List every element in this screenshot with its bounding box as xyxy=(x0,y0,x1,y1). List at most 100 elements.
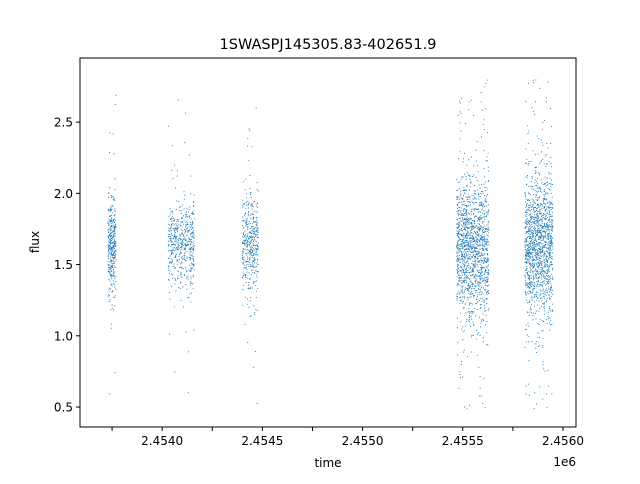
data-point xyxy=(107,235,109,237)
data-point xyxy=(466,185,468,187)
data-point xyxy=(191,255,193,257)
data-point xyxy=(113,230,115,232)
data-point xyxy=(461,292,463,294)
data-point xyxy=(249,130,251,132)
data-point xyxy=(483,259,485,261)
data-point xyxy=(530,236,532,238)
data-point xyxy=(527,221,529,224)
data-point xyxy=(547,286,550,288)
data-point xyxy=(467,226,469,228)
data-point xyxy=(171,210,173,212)
data-point xyxy=(249,236,251,238)
data-point xyxy=(175,238,177,240)
data-point xyxy=(110,252,112,254)
data-point xyxy=(541,215,543,217)
data-point xyxy=(177,275,179,277)
data-point xyxy=(191,235,194,237)
data-point xyxy=(186,235,188,237)
data-point xyxy=(257,254,259,256)
data-point xyxy=(543,259,545,261)
data-point xyxy=(462,251,464,253)
data-point xyxy=(546,274,548,277)
data-point xyxy=(109,227,111,229)
data-point xyxy=(253,201,255,203)
data-point xyxy=(183,199,185,201)
data-point xyxy=(531,224,533,226)
data-point xyxy=(484,267,486,269)
data-point xyxy=(184,240,186,242)
data-point xyxy=(484,198,486,200)
data-point xyxy=(530,243,532,245)
data-point xyxy=(185,211,187,213)
data-point xyxy=(532,230,534,232)
data-point xyxy=(108,268,110,270)
data-point xyxy=(108,264,110,266)
data-point xyxy=(536,283,538,286)
data-point xyxy=(544,235,546,237)
data-point xyxy=(538,236,540,238)
data-point xyxy=(168,216,170,218)
data-point xyxy=(176,259,178,261)
data-point xyxy=(467,229,469,231)
data-point xyxy=(461,285,463,287)
data-point xyxy=(115,259,117,261)
data-point xyxy=(108,294,111,296)
data-point xyxy=(550,163,552,165)
data-point xyxy=(547,269,549,271)
data-point xyxy=(183,208,185,210)
data-point xyxy=(465,230,467,232)
data-point xyxy=(550,292,552,294)
data-point xyxy=(537,252,539,254)
data-point xyxy=(534,185,536,187)
data-point xyxy=(480,203,482,205)
data-point xyxy=(534,250,536,252)
data-point xyxy=(548,258,550,260)
data-point xyxy=(108,210,110,212)
data-point xyxy=(537,332,539,334)
data-point xyxy=(114,208,116,210)
data-point xyxy=(469,278,471,280)
data-point xyxy=(188,231,190,233)
data-point xyxy=(477,219,479,221)
data-point xyxy=(537,345,539,348)
data-point xyxy=(170,212,172,214)
data-point xyxy=(176,200,178,202)
data-point xyxy=(193,329,195,331)
data-point xyxy=(251,262,253,264)
data-point xyxy=(470,231,472,233)
data-point xyxy=(471,208,473,210)
data-point xyxy=(178,237,180,239)
data-point xyxy=(109,245,111,247)
data-point xyxy=(463,272,465,274)
data-point xyxy=(110,283,112,285)
data-point xyxy=(180,266,183,268)
data-point xyxy=(479,240,481,242)
data-point xyxy=(537,229,539,232)
data-point xyxy=(487,226,489,228)
data-point xyxy=(528,244,530,246)
data-point xyxy=(469,223,471,225)
data-point xyxy=(467,284,469,286)
data-point xyxy=(472,260,474,262)
data-point xyxy=(541,225,543,227)
data-point xyxy=(550,157,552,159)
data-point xyxy=(530,283,532,285)
data-point xyxy=(464,245,466,247)
data-point xyxy=(476,329,478,331)
data-point xyxy=(107,222,109,224)
data-point xyxy=(539,284,541,286)
data-point xyxy=(470,275,472,277)
data-point xyxy=(525,254,527,256)
data-point xyxy=(545,240,547,242)
data-point xyxy=(486,249,489,252)
data-point xyxy=(537,254,539,256)
data-point xyxy=(177,227,179,229)
data-point xyxy=(543,207,545,209)
data-point xyxy=(471,310,473,312)
data-point xyxy=(186,213,188,216)
data-point xyxy=(486,194,489,196)
data-point xyxy=(470,226,472,228)
data-point xyxy=(192,246,194,248)
data-point xyxy=(487,152,489,154)
data-point xyxy=(550,219,552,221)
